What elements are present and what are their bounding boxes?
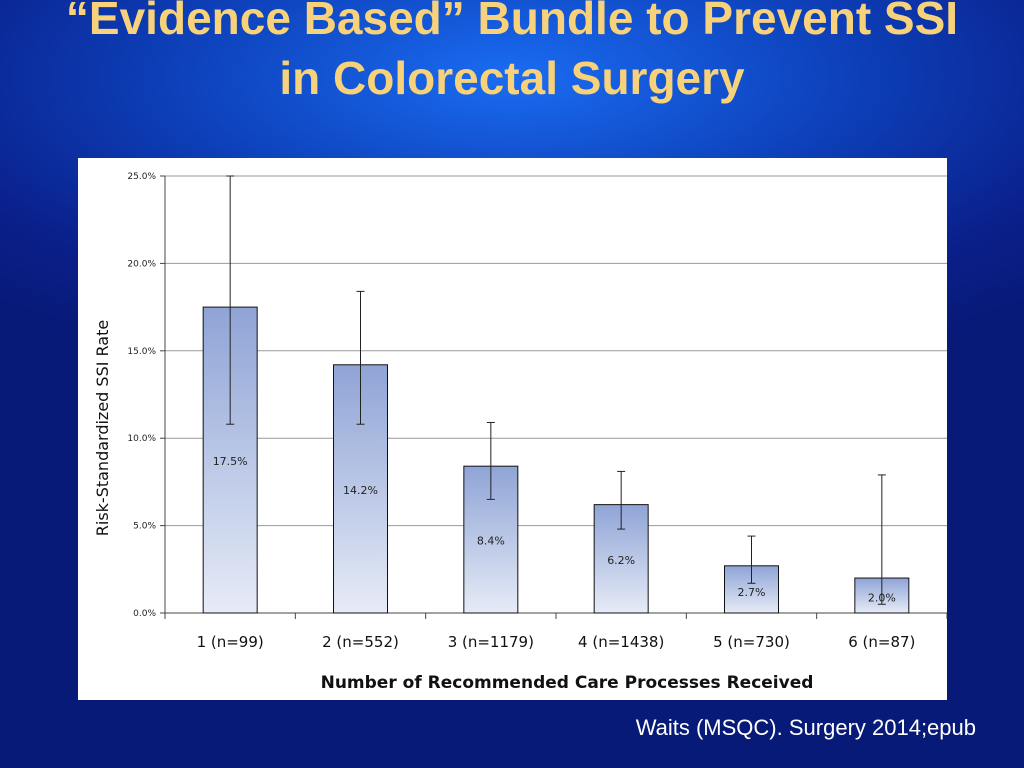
gridlines xyxy=(165,175,947,614)
slide-title: “Evidence Based” Bundle to Prevent SSI i… xyxy=(65,0,959,104)
x-tick-label: 6 (n=87) xyxy=(848,633,915,651)
x-tick-label: 2 (n=552) xyxy=(322,633,399,651)
x-tick-label: 1 (n=99) xyxy=(197,633,264,651)
y-tick-label: 15.0% xyxy=(127,347,156,357)
data-label: 2.0% xyxy=(868,591,896,604)
data-label: 8.4% xyxy=(477,535,505,548)
y-tick-label: 10.0% xyxy=(127,434,156,444)
bar xyxy=(724,565,779,614)
y-tick-label: 20.0% xyxy=(127,259,156,269)
bars xyxy=(202,306,910,614)
labels: 0.0% 5.0% 10.0% 15.0% 20.0% 25.0% 17.5% 1 (n=99… xyxy=(127,172,915,651)
bar xyxy=(593,504,649,614)
error-bars xyxy=(226,175,886,605)
x-axis-label: Number of Recommended Care Processes Rec… xyxy=(321,673,814,693)
x-tick-label: 5 (n=730) xyxy=(713,633,790,651)
bar-chart: 0.0% 5.0% 10.0% 15.0% 20.0% 25.0% 17.5% 1 (n=99… xyxy=(93,172,947,693)
y-tick-label: 25.0% xyxy=(127,172,156,182)
y-tick-label: 5.0% xyxy=(133,522,156,532)
y-tick-label: 0.0% xyxy=(133,609,156,619)
x-tick-label: 3 (n=1179) xyxy=(448,633,534,651)
data-label: 17.5% xyxy=(213,455,248,468)
y-axis-label: Risk-Standardized SSI Rate xyxy=(93,320,112,536)
data-label: 6.2% xyxy=(607,554,635,567)
data-label: 2.7% xyxy=(738,586,766,599)
chart-panel: 0.0% 5.0% 10.0% 15.0% 20.0% 25.0% 17.5% 1 (n=99… xyxy=(78,158,947,700)
axes xyxy=(160,175,947,619)
data-label: 14.2% xyxy=(343,484,378,497)
x-tick-label: 4 (n=1438) xyxy=(578,633,664,651)
citation: Waits (MSQC). Surgery 2014;epub xyxy=(635,715,976,740)
